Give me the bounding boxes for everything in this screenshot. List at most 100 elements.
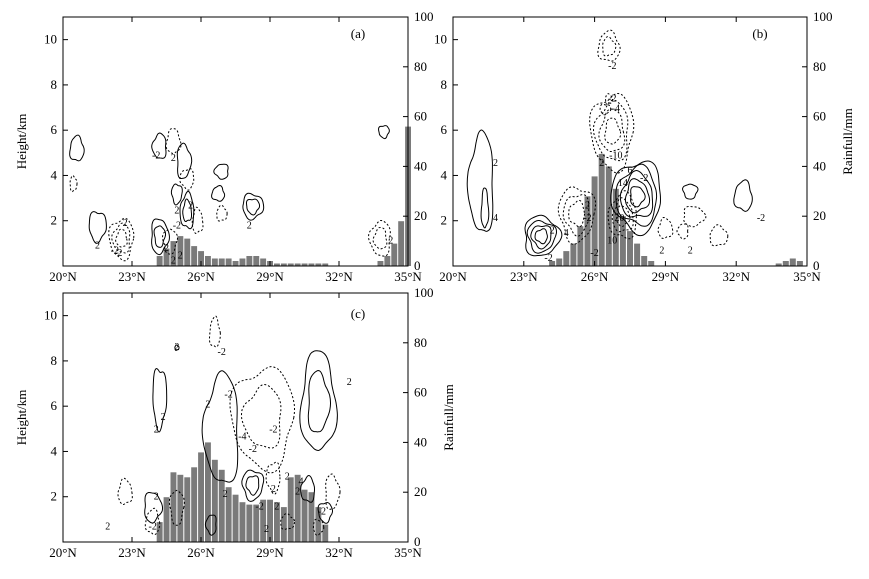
rainfall-bar: [170, 241, 177, 266]
contour-label: 2: [295, 486, 300, 497]
negative-contour: [604, 117, 622, 145]
y2-tick-label: 60: [414, 385, 427, 400]
rainfall-bar: [232, 494, 239, 542]
positive-contour: [152, 367, 168, 433]
negative-contour: [709, 224, 729, 247]
contour-label: -2: [255, 501, 263, 512]
x-tick-label: 29°N: [256, 269, 284, 284]
contour-label: -2: [249, 444, 257, 455]
x-tick-label: 20°N: [439, 269, 467, 284]
positive-contour: [682, 183, 699, 200]
positive-contour: [204, 514, 217, 536]
negative-contour: [607, 190, 637, 240]
contour-label: -4: [238, 432, 246, 443]
rainfall-bar: [377, 261, 384, 266]
contour-label: 2: [550, 225, 555, 236]
rainfall-bar: [177, 474, 184, 542]
y-tick-label: 10: [434, 32, 447, 47]
x-tick-label: 26°N: [581, 269, 609, 284]
y-tick-label: 2: [441, 213, 448, 228]
negative-contour: [604, 93, 614, 105]
negative-contour: [312, 518, 325, 536]
contour-label: 20: [614, 213, 624, 224]
contour-label: -4: [612, 103, 620, 114]
rainfall-bar: [198, 251, 204, 266]
y-tick-label: 4: [441, 167, 448, 182]
y-tick-label: 10: [44, 308, 57, 323]
contour-label: 2: [659, 245, 664, 256]
positive-contour: [176, 142, 193, 180]
x-tick-label: 32°N: [722, 269, 750, 284]
contour-label: 6: [628, 166, 633, 177]
rainfall-bar: [315, 263, 322, 266]
contour-label: 2: [223, 489, 228, 500]
contour-label: 2: [599, 158, 604, 169]
contour-label: -2: [111, 245, 119, 256]
y2-tick-label: 40: [813, 158, 826, 173]
contour-label: -10: [609, 151, 622, 162]
rainfall-bar: [170, 472, 177, 542]
contour-label: 10: [607, 235, 617, 246]
y2-axis-title: Rainfull/mm: [840, 108, 855, 174]
negative-contour: [108, 217, 135, 262]
y-tick-label: 8: [51, 353, 58, 368]
contour-label: -2: [318, 506, 326, 517]
contour-label: 2: [271, 484, 276, 495]
contour-label: 4: [299, 476, 304, 487]
y2-tick-label: 0: [414, 534, 421, 549]
contour-label: 2: [285, 472, 290, 483]
negative-contour: [179, 168, 195, 191]
contour-label: -2: [757, 213, 765, 224]
positive-contour: [174, 344, 180, 351]
positive-contour: [245, 475, 260, 496]
contour-label: 2: [95, 240, 100, 251]
rainfall-bar: [598, 153, 605, 266]
y2-tick-label: 0: [414, 258, 421, 273]
rainfall-bar: [218, 258, 225, 266]
contour-label: 4: [564, 228, 569, 239]
rainfall-bar: [211, 258, 218, 266]
positive-contour: [201, 370, 239, 483]
rainfall-bar: [796, 261, 803, 266]
x-tick-label: 23°N: [118, 269, 146, 284]
y2-tick-label: 20: [414, 208, 427, 223]
rainfall-bar: [570, 243, 577, 266]
negative-contour: [597, 29, 621, 62]
contour-label: 2: [171, 153, 176, 164]
x-tick-label: 23°N: [118, 545, 146, 560]
contour-label: -2: [152, 151, 160, 162]
positive-contour: [241, 469, 265, 502]
rainfall-bar: [308, 492, 315, 542]
positive-contour: [480, 187, 490, 229]
x-tick-label: 35°N: [793, 269, 821, 284]
contour-label: -2: [218, 347, 226, 358]
negative-contour: [280, 513, 296, 530]
x-tick-label: 35°N: [394, 269, 422, 284]
contour-label: 2: [164, 243, 169, 254]
contour-label: 2: [188, 200, 193, 211]
panel-label: (c): [351, 306, 365, 321]
rainfall-bar: [218, 469, 225, 542]
x-tick-label: 23°N: [510, 269, 538, 284]
negative-contour: [602, 36, 617, 57]
plot-frame: [62, 292, 409, 543]
rainfall-bar: [315, 507, 322, 542]
positive-contour: [615, 163, 658, 227]
negative-contour: [368, 219, 391, 257]
negative-contour: [557, 186, 597, 245]
negative-contour: [372, 226, 388, 250]
contour-label: 2: [274, 501, 279, 512]
rainfall-bar: [591, 176, 598, 266]
plot-frame: [452, 16, 808, 267]
contour-label: 2: [493, 158, 498, 169]
contour-label: 2: [174, 205, 179, 216]
contour-label: -2: [149, 521, 157, 532]
y-tick-label: 6: [51, 398, 58, 413]
rainfall-bar: [641, 256, 648, 266]
x-tick-label: 32°N: [325, 545, 353, 560]
contour-label: -2: [583, 213, 591, 224]
positive-contour: [88, 211, 107, 244]
negative-contour: [216, 204, 228, 222]
